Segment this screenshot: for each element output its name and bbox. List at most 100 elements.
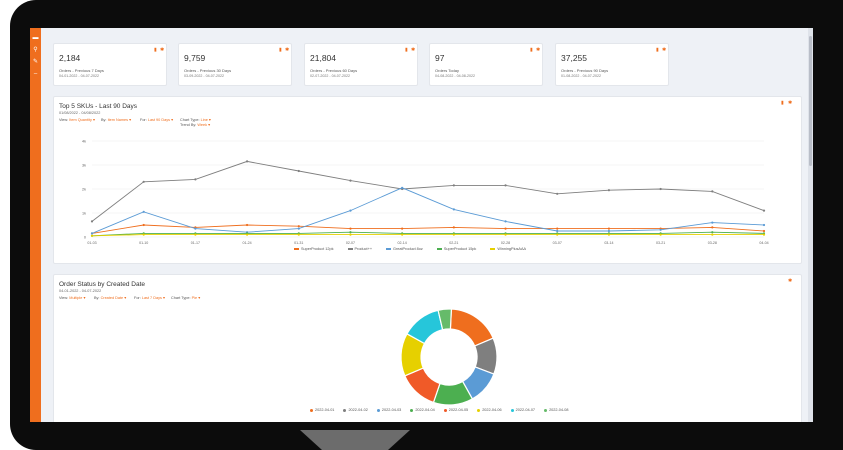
by-select[interactable]: Created Date	[100, 296, 124, 300]
data-point[interactable]	[452, 184, 455, 187]
scroll-thumb[interactable]	[809, 36, 812, 166]
legend-item[interactable]: 2022-04-05	[443, 408, 468, 412]
data-point[interactable]	[401, 227, 404, 230]
data-point[interactable]	[297, 169, 300, 173]
data-point[interactable]	[711, 231, 714, 234]
data-point[interactable]	[607, 227, 611, 230]
legend-item[interactable]: WinningPlusAAA	[490, 247, 526, 251]
data-point[interactable]	[297, 225, 300, 228]
trend-control[interactable]: Trend By: Week ▾	[180, 122, 210, 127]
data-point[interactable]	[90, 234, 94, 237]
settings-icon[interactable]: ✱	[411, 47, 416, 53]
legend-item[interactable]: Product++	[347, 247, 372, 251]
data-point[interactable]	[607, 229, 611, 233]
data-point[interactable]	[194, 227, 197, 230]
data-point[interactable]	[762, 209, 766, 212]
data-point[interactable]	[711, 221, 714, 224]
data-point[interactable]	[504, 220, 507, 223]
settings-icon[interactable]: ✱	[788, 100, 793, 106]
data-point[interactable]	[142, 223, 145, 227]
view-select[interactable]: Item Quantity	[69, 118, 92, 122]
data-point[interactable]	[142, 180, 145, 183]
data-point[interactable]	[556, 227, 559, 230]
data-point[interactable]	[297, 233, 300, 236]
data-point[interactable]	[762, 223, 766, 227]
for-select[interactable]: Last 7 Days	[141, 296, 162, 300]
data-point[interactable]	[452, 208, 455, 211]
data-point[interactable]	[349, 231, 352, 234]
data-point[interactable]	[711, 233, 714, 236]
legend-item[interactable]: 2022-04-02	[343, 408, 368, 412]
settings-icon[interactable]: ✱	[160, 47, 165, 53]
data-point[interactable]	[297, 227, 300, 230]
settings-icon[interactable]: ✱	[536, 47, 541, 53]
folder-icon[interactable]: ▬	[32, 35, 39, 41]
chart-type-select[interactable]: Pie	[191, 296, 198, 300]
data-point[interactable]	[142, 233, 145, 236]
delete-icon[interactable]: ▮	[279, 47, 282, 53]
legend-item[interactable]: 2022-04-03	[376, 408, 401, 412]
delete-icon[interactable]: ▮	[405, 47, 408, 53]
data-point[interactable]	[194, 178, 197, 181]
delete-icon[interactable]: ▮	[656, 47, 659, 53]
legend-item[interactable]: 2022-04-01	[310, 408, 334, 412]
by-control[interactable]: By: Created Date ▾	[94, 295, 126, 300]
legend-item[interactable]: SuperProduct 15pk	[436, 247, 476, 251]
search-icon[interactable]: ⚲	[33, 47, 38, 53]
for-control[interactable]: For: Last 90 Days ▾	[140, 117, 173, 122]
data-point[interactable]	[607, 189, 611, 192]
data-point[interactable]	[762, 233, 766, 236]
legend-item[interactable]: GreatProduct 8oz	[386, 247, 423, 251]
data-point[interactable]	[194, 233, 197, 236]
data-point[interactable]	[504, 184, 507, 187]
data-point[interactable]	[504, 233, 507, 236]
data-point[interactable]	[762, 229, 766, 233]
page-scrollbar[interactable]	[808, 28, 813, 422]
data-point[interactable]	[401, 233, 404, 236]
wrench-icon[interactable]: ✎	[32, 59, 39, 65]
data-point[interactable]	[556, 192, 559, 195]
by-control[interactable]: By: Item Names ▾	[101, 117, 131, 122]
data-point[interactable]	[556, 233, 559, 236]
data-point[interactable]	[349, 233, 352, 236]
legend-item[interactable]: 2022-04-04	[410, 408, 435, 412]
data-point[interactable]	[452, 233, 455, 236]
trend-select[interactable]: Week	[197, 123, 208, 127]
data-point[interactable]	[452, 226, 455, 229]
data-point[interactable]	[556, 229, 559, 233]
delete-icon[interactable]: ▮	[781, 100, 784, 106]
data-point[interactable]	[504, 227, 507, 230]
data-point[interactable]	[245, 223, 249, 227]
chart-type-control[interactable]: Chart Type: Pie ▾	[171, 295, 200, 300]
data-point[interactable]	[90, 232, 94, 235]
data-point[interactable]	[142, 210, 145, 213]
data-point[interactable]	[349, 209, 352, 212]
view-select[interactable]: Multiple	[69, 296, 83, 300]
delete-icon[interactable]: ▮	[154, 47, 157, 53]
chart-type-select[interactable]: Line	[200, 118, 208, 122]
donut-slice[interactable]	[437, 308, 453, 331]
view-control[interactable]: View: Item Quantity ▾	[59, 117, 95, 122]
data-point[interactable]	[659, 187, 662, 191]
data-point[interactable]	[401, 186, 404, 189]
settings-icon[interactable]: ✱	[285, 47, 290, 53]
data-point[interactable]	[607, 233, 611, 236]
legend-item[interactable]: 2022-04-08	[544, 408, 569, 412]
data-point[interactable]	[349, 179, 352, 182]
for-control[interactable]: For: Last 7 Days ▾	[134, 295, 165, 300]
delete-icon[interactable]: ▮	[530, 47, 533, 53]
data-point[interactable]	[659, 228, 662, 231]
dash-icon[interactable]: –	[33, 71, 38, 77]
chart-type-control[interactable]: Chart Type: Line ▾	[180, 117, 211, 122]
data-point[interactable]	[349, 227, 352, 230]
by-select[interactable]: Item Names	[107, 118, 129, 122]
data-point[interactable]	[245, 233, 249, 236]
view-control[interactable]: View: Multiple ▾	[59, 295, 85, 300]
data-point[interactable]	[711, 190, 714, 193]
settings-icon[interactable]: ✱	[662, 47, 667, 53]
legend-item[interactable]: 2022-04-07	[510, 408, 535, 412]
data-point[interactable]	[90, 220, 94, 223]
legend-item[interactable]: SuperProduct 12pk	[294, 247, 334, 251]
for-select[interactable]: Last 90 Days	[147, 118, 170, 122]
settings-icon[interactable]: ✱	[788, 278, 793, 284]
